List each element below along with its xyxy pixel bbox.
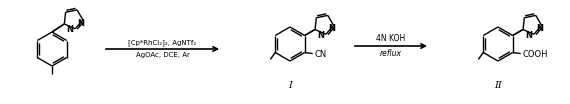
Text: CN: CN: [315, 50, 327, 59]
Text: COOH: COOH: [523, 50, 548, 59]
Text: N: N: [66, 25, 74, 34]
Text: 4N KOH: 4N KOH: [376, 34, 406, 43]
Text: N: N: [317, 30, 324, 40]
Text: N: N: [536, 24, 543, 33]
Text: N: N: [328, 24, 335, 33]
Text: N: N: [77, 19, 84, 28]
Text: [Cp*RhCl₂]₂, AgNTf₂: [Cp*RhCl₂]₂, AgNTf₂: [128, 39, 197, 46]
Text: reflux: reflux: [380, 49, 402, 58]
Text: AgOAc, DCE, Ar: AgOAc, DCE, Ar: [136, 52, 189, 58]
Text: N: N: [525, 30, 532, 40]
Text: II: II: [494, 82, 502, 90]
Text: I: I: [288, 82, 292, 90]
